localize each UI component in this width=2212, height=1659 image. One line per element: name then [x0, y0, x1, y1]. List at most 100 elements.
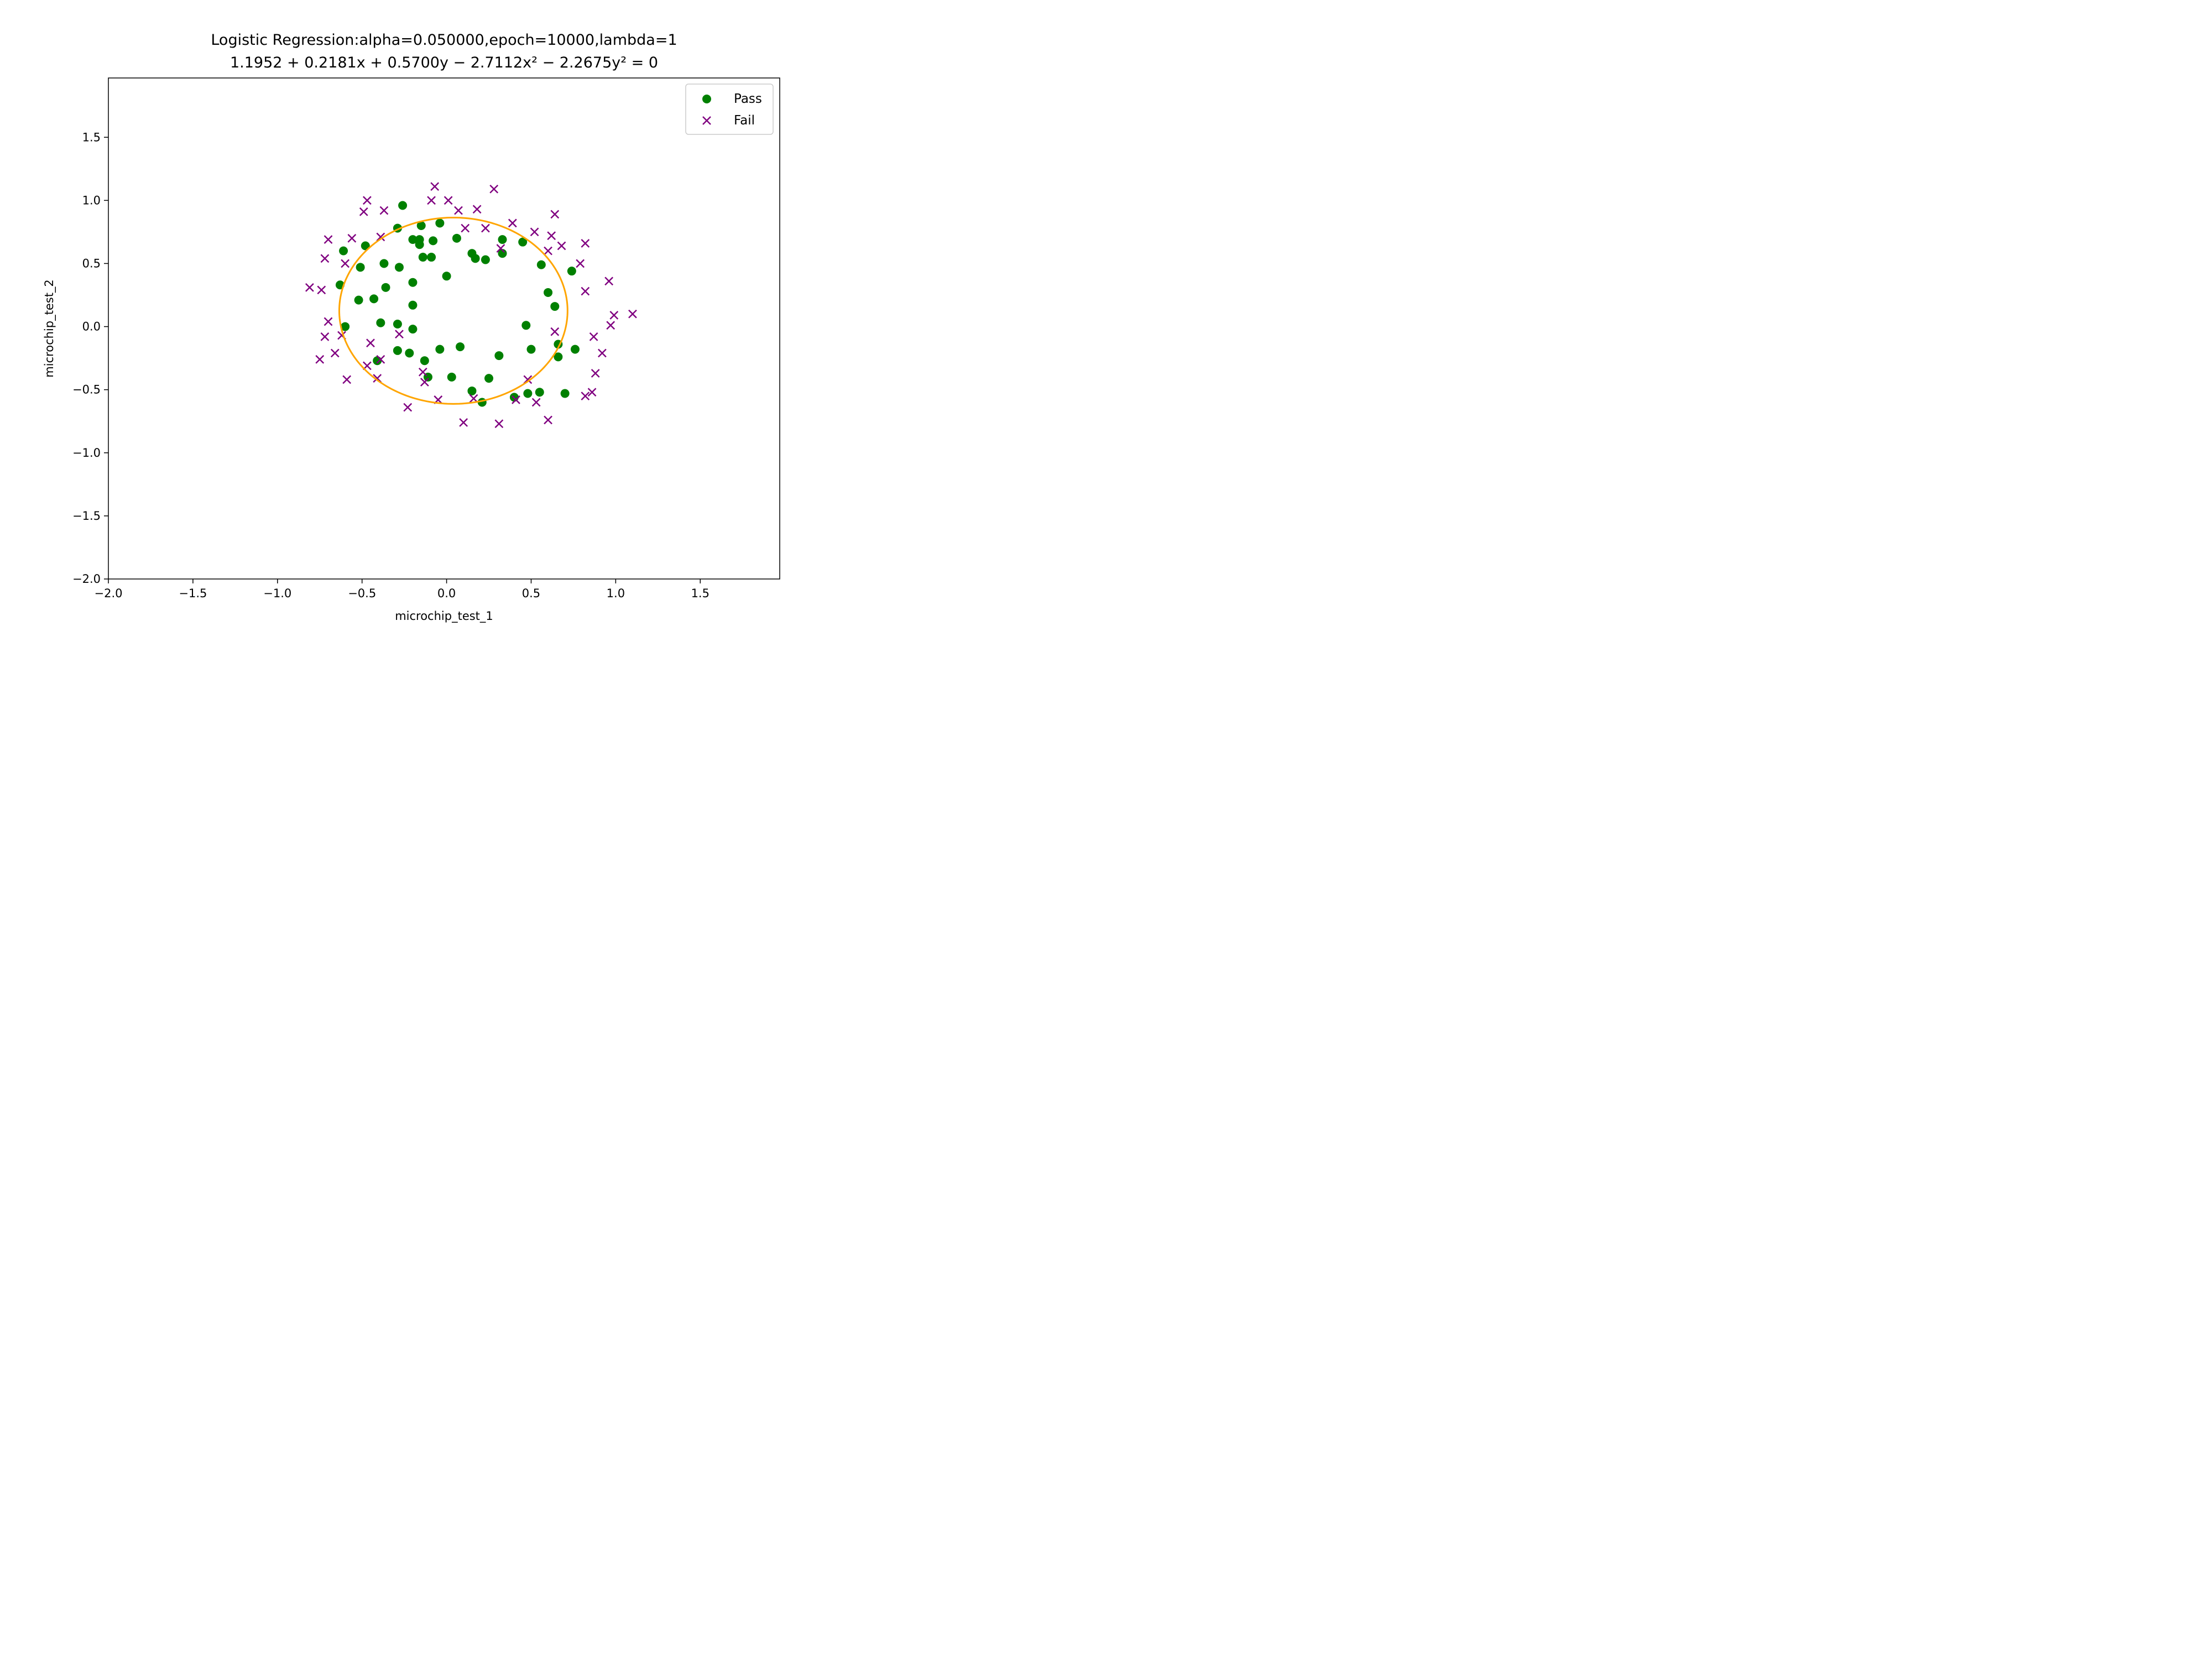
fail-point	[427, 196, 436, 205]
fail-point	[418, 367, 427, 377]
x-tick-label: 1.0	[607, 587, 625, 600]
fail-point	[461, 223, 470, 233]
pass-point	[471, 254, 480, 263]
fail-point	[530, 227, 539, 237]
fail-point	[550, 327, 560, 336]
pass-point	[420, 356, 429, 366]
fail-point	[305, 283, 314, 292]
x-tick-label: 1.5	[691, 587, 709, 600]
fail-point	[481, 223, 490, 233]
fail-point	[324, 235, 333, 244]
fail-point	[366, 338, 375, 348]
fail-point	[581, 392, 590, 400]
fail-point	[508, 218, 517, 228]
fail-point	[420, 378, 429, 387]
pass-point	[416, 221, 426, 231]
pass-point	[442, 272, 451, 281]
plot-frame	[108, 77, 780, 580]
pass-point	[408, 300, 418, 310]
pass-point	[467, 386, 477, 395]
pass-point	[550, 302, 560, 311]
x-tick-label: −2.0	[95, 587, 123, 600]
y-tick-label: −0.5	[72, 383, 101, 397]
y-tick-label: 0.0	[82, 320, 101, 333]
pass-point	[536, 260, 546, 269]
fail-point	[317, 285, 326, 295]
fail-point	[459, 418, 468, 427]
fail-point	[576, 259, 585, 268]
fail-point	[557, 241, 566, 251]
pass-point	[354, 295, 363, 305]
pass-point	[567, 267, 576, 276]
pass-point	[369, 294, 379, 304]
y-axis-label: microchip_test_2	[43, 279, 56, 378]
fail-point	[628, 309, 637, 319]
fail-point	[581, 286, 590, 296]
fail-point	[544, 415, 552, 425]
y-tick-label: 0.5	[82, 257, 101, 270]
pass-point	[484, 374, 494, 383]
pass-point	[393, 320, 402, 329]
fail-point	[544, 246, 552, 255]
fail-point	[494, 419, 504, 429]
y-tick-label: −1.5	[72, 509, 101, 523]
y-tick-label: 1.0	[82, 194, 101, 207]
fail-point	[454, 206, 463, 215]
pass-point	[341, 322, 350, 331]
pass-point	[498, 235, 507, 244]
fail-point	[359, 207, 368, 216]
pass-point	[429, 236, 438, 246]
pass-point	[376, 318, 385, 327]
fail-point	[395, 330, 404, 339]
fail-point	[379, 206, 389, 215]
fail-point	[589, 332, 598, 341]
fail-point	[587, 388, 597, 397]
chart: Logistic Regression:alpha=0.050000,epoch…	[0, 0, 855, 641]
pass-point	[544, 288, 553, 297]
pass-point	[456, 342, 465, 352]
fail-point	[320, 254, 330, 263]
legend-pass-marker	[702, 95, 711, 103]
fail-point	[315, 355, 325, 364]
pass-point	[521, 321, 531, 330]
chart-subtitle: 1.1952 + 0.2181x + 0.5700y − 2.7112x² − …	[230, 54, 658, 71]
fail-point	[324, 317, 333, 326]
pass-point	[427, 253, 436, 262]
pass-point	[418, 253, 427, 262]
pass-point	[381, 283, 390, 292]
pass-point	[481, 255, 490, 264]
fail-point	[598, 348, 607, 358]
pass-point	[435, 345, 445, 354]
legend-fail-marker	[702, 116, 711, 125]
y-tick-label: −2.0	[72, 572, 101, 586]
fail-point	[496, 244, 505, 253]
fail-point	[444, 196, 453, 205]
pass-point	[408, 278, 418, 287]
pass-point	[394, 263, 404, 272]
fail-point	[347, 233, 357, 243]
x-tick-label: −1.5	[179, 587, 207, 600]
pass-point	[523, 389, 533, 398]
fail-point	[376, 232, 385, 242]
x-tick-label: −1.0	[263, 587, 291, 600]
fail-point	[591, 369, 600, 378]
x-tick-label: 0.0	[437, 587, 456, 600]
fail-point	[606, 321, 615, 330]
plot-area	[305, 182, 637, 429]
pass-point	[518, 237, 528, 247]
pass-point	[570, 345, 580, 354]
x-tick-label: 0.5	[522, 587, 540, 600]
decision-boundary	[338, 216, 568, 405]
pass-point	[393, 346, 402, 355]
pass-point	[379, 259, 389, 268]
legend-pass-label: Pass	[734, 92, 762, 106]
y-tick-label: −1.0	[72, 446, 101, 460]
fail-point	[320, 332, 330, 341]
pass-point	[560, 389, 570, 398]
pass-point	[356, 263, 365, 272]
pass-point	[535, 388, 544, 397]
pass-point	[494, 351, 504, 361]
pass-point	[398, 201, 408, 210]
pass-point	[339, 246, 348, 255]
pass-point	[408, 325, 418, 334]
